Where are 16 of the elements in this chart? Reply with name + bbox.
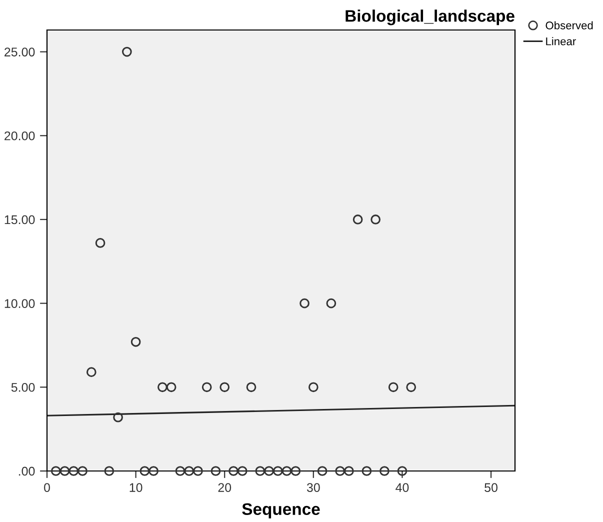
y-tick-label: 5.00 <box>11 382 35 392</box>
y-tick-label: 15.00 <box>4 215 35 224</box>
chart-title: Biological_landscape <box>346 10 514 26</box>
x-tick-label: 20 <box>218 483 232 492</box>
y-tick-label: 25.00 <box>4 48 35 56</box>
x-tick-label: 0 <box>44 483 50 492</box>
x-tick-label: 40 <box>396 483 409 492</box>
x-tick-label: 30 <box>306 483 320 492</box>
y-tick-label: 10.00 <box>4 299 35 308</box>
y-tick-label: 20.00 <box>4 131 35 140</box>
x-axis-title: Sequence <box>242 503 320 518</box>
y-tick-label: .00 <box>18 466 35 476</box>
x-tick-label: 10 <box>130 483 142 492</box>
legend-label: Linear <box>546 37 576 46</box>
x-tick-label: 50 <box>484 483 498 492</box>
legend-label: Observed <box>546 21 593 30</box>
